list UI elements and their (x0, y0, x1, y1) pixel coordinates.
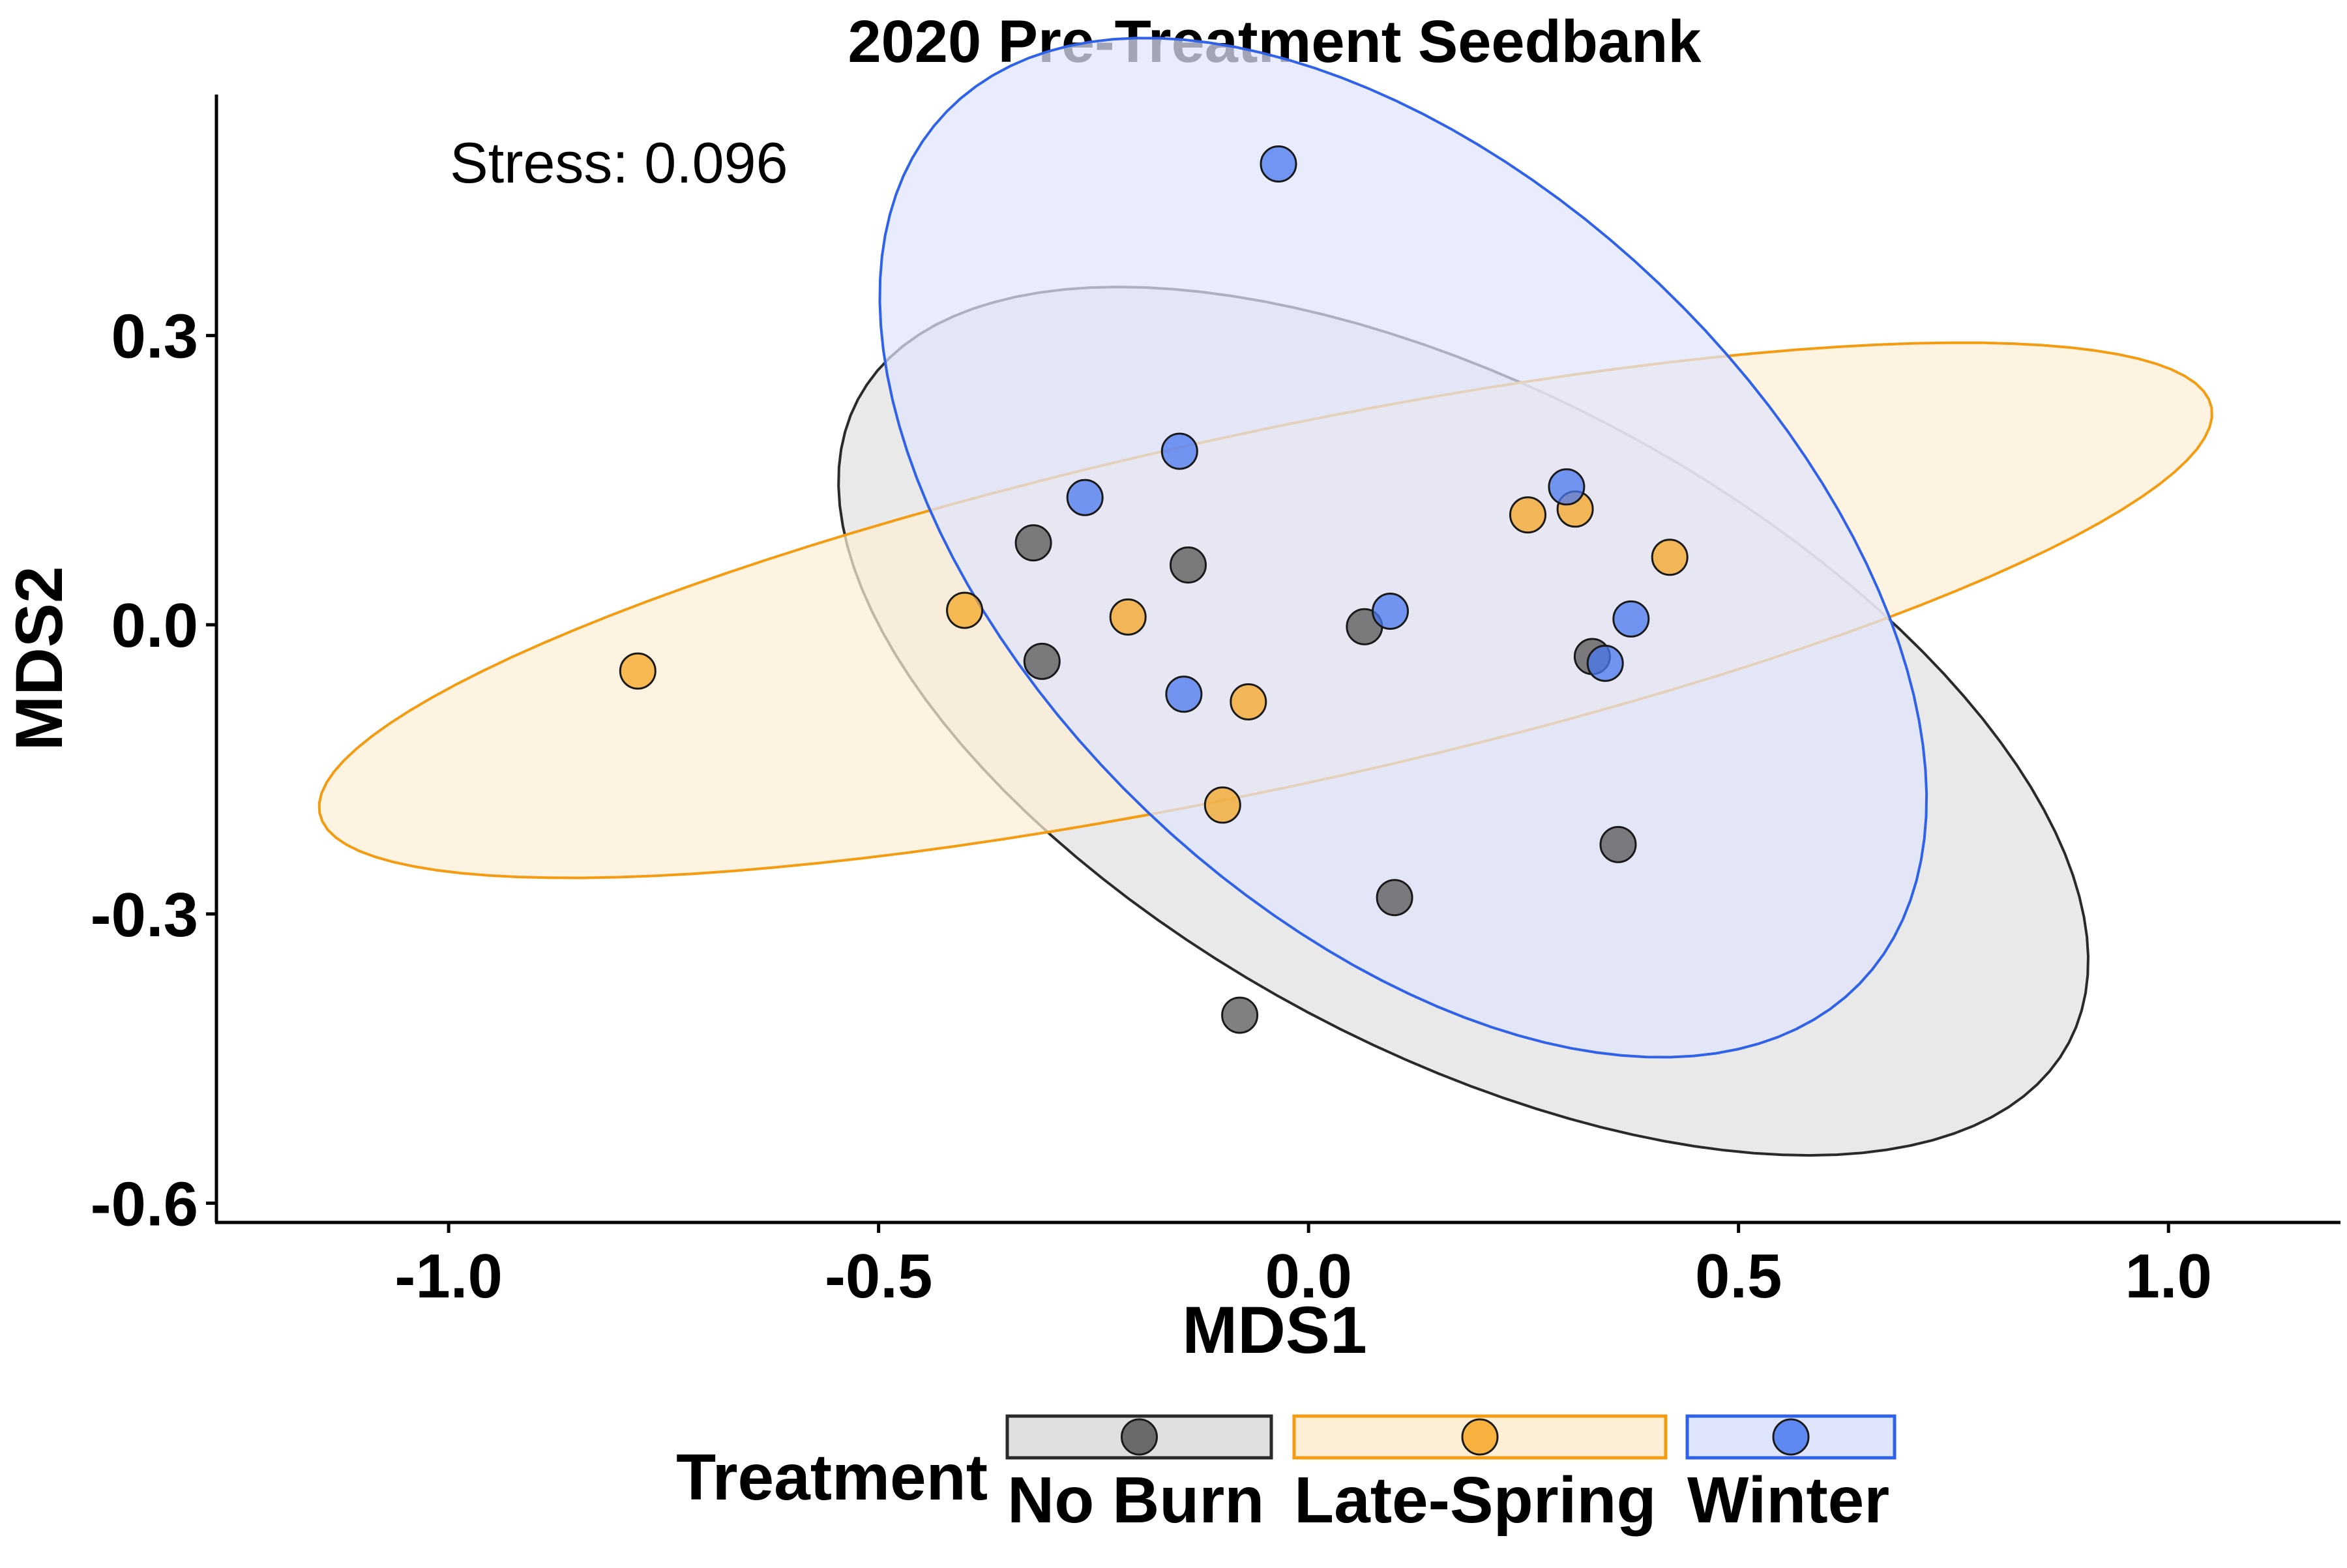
x-tick-label: 0.0 (1265, 1241, 1351, 1311)
legend-label-late-spring: Late-Spring (1294, 1464, 1657, 1537)
axes-layer (214, 95, 2340, 1224)
point-winter-1 (1260, 145, 1297, 183)
x-tick-label: -1.0 (394, 1241, 502, 1311)
y-tick-label: 0.3 (111, 302, 198, 372)
point-late-spring-5 (1203, 786, 1241, 824)
point-winter-3 (1066, 479, 1104, 516)
x-tick-label: 1.0 (2125, 1241, 2211, 1311)
point-late-spring-2 (946, 591, 984, 629)
point-winter-6 (1612, 600, 1650, 638)
x-tick-label: 0.5 (1695, 1241, 1782, 1311)
legend: Treatment No Burn Late-Spring Winter (676, 1414, 1897, 1537)
point-late-spring-4 (1230, 683, 1267, 720)
point-late-spring-3 (1109, 598, 1147, 636)
stress-annotation: Stress: 0.096 (450, 130, 788, 195)
point-winter-5 (1372, 593, 1409, 630)
x-tick-label: -0.5 (825, 1241, 932, 1311)
point-no-burn-2 (1023, 642, 1061, 680)
ellipse-winter (878, 37, 1928, 1059)
point-late-spring-6 (1509, 496, 1546, 534)
point-no-burn-7 (1376, 879, 1413, 917)
y-tick-label: -0.3 (91, 880, 198, 950)
legend-marker-winter (1772, 1418, 1810, 1456)
legend-label-no-burn: No Burn (1007, 1464, 1264, 1537)
legend-title: Treatment (676, 1441, 988, 1514)
ellipses-layer (317, 37, 2213, 1157)
point-winter-8 (1165, 675, 1203, 713)
x-axis-title: MDS1 (1182, 1293, 1366, 1367)
point-late-spring-1 (619, 652, 657, 690)
y-tick-label: 0.0 (111, 591, 198, 660)
y-axis-title: MDS2 (2, 566, 76, 750)
point-winter-4 (1548, 468, 1586, 506)
ticks-layer: -1.0 -0.5 0.0 0.5 1.0 -0.6 -0.3 0.0 0.3 (91, 302, 2212, 1311)
point-winter-7 (1586, 644, 1624, 682)
legend-label-winter: Winter (1687, 1464, 1889, 1537)
legend-marker-no-burn (1121, 1418, 1158, 1456)
y-tick-label: -0.6 (91, 1169, 198, 1239)
point-no-burn-3 (1170, 546, 1207, 584)
point-no-burn-1 (1014, 524, 1052, 562)
point-late-spring-8 (1651, 539, 1689, 576)
point-no-burn-8 (1221, 996, 1259, 1034)
legend-marker-late-spring (1461, 1418, 1499, 1456)
point-winter-2 (1160, 432, 1198, 470)
point-no-burn-6 (1599, 825, 1637, 863)
points-layer (619, 145, 1689, 1034)
